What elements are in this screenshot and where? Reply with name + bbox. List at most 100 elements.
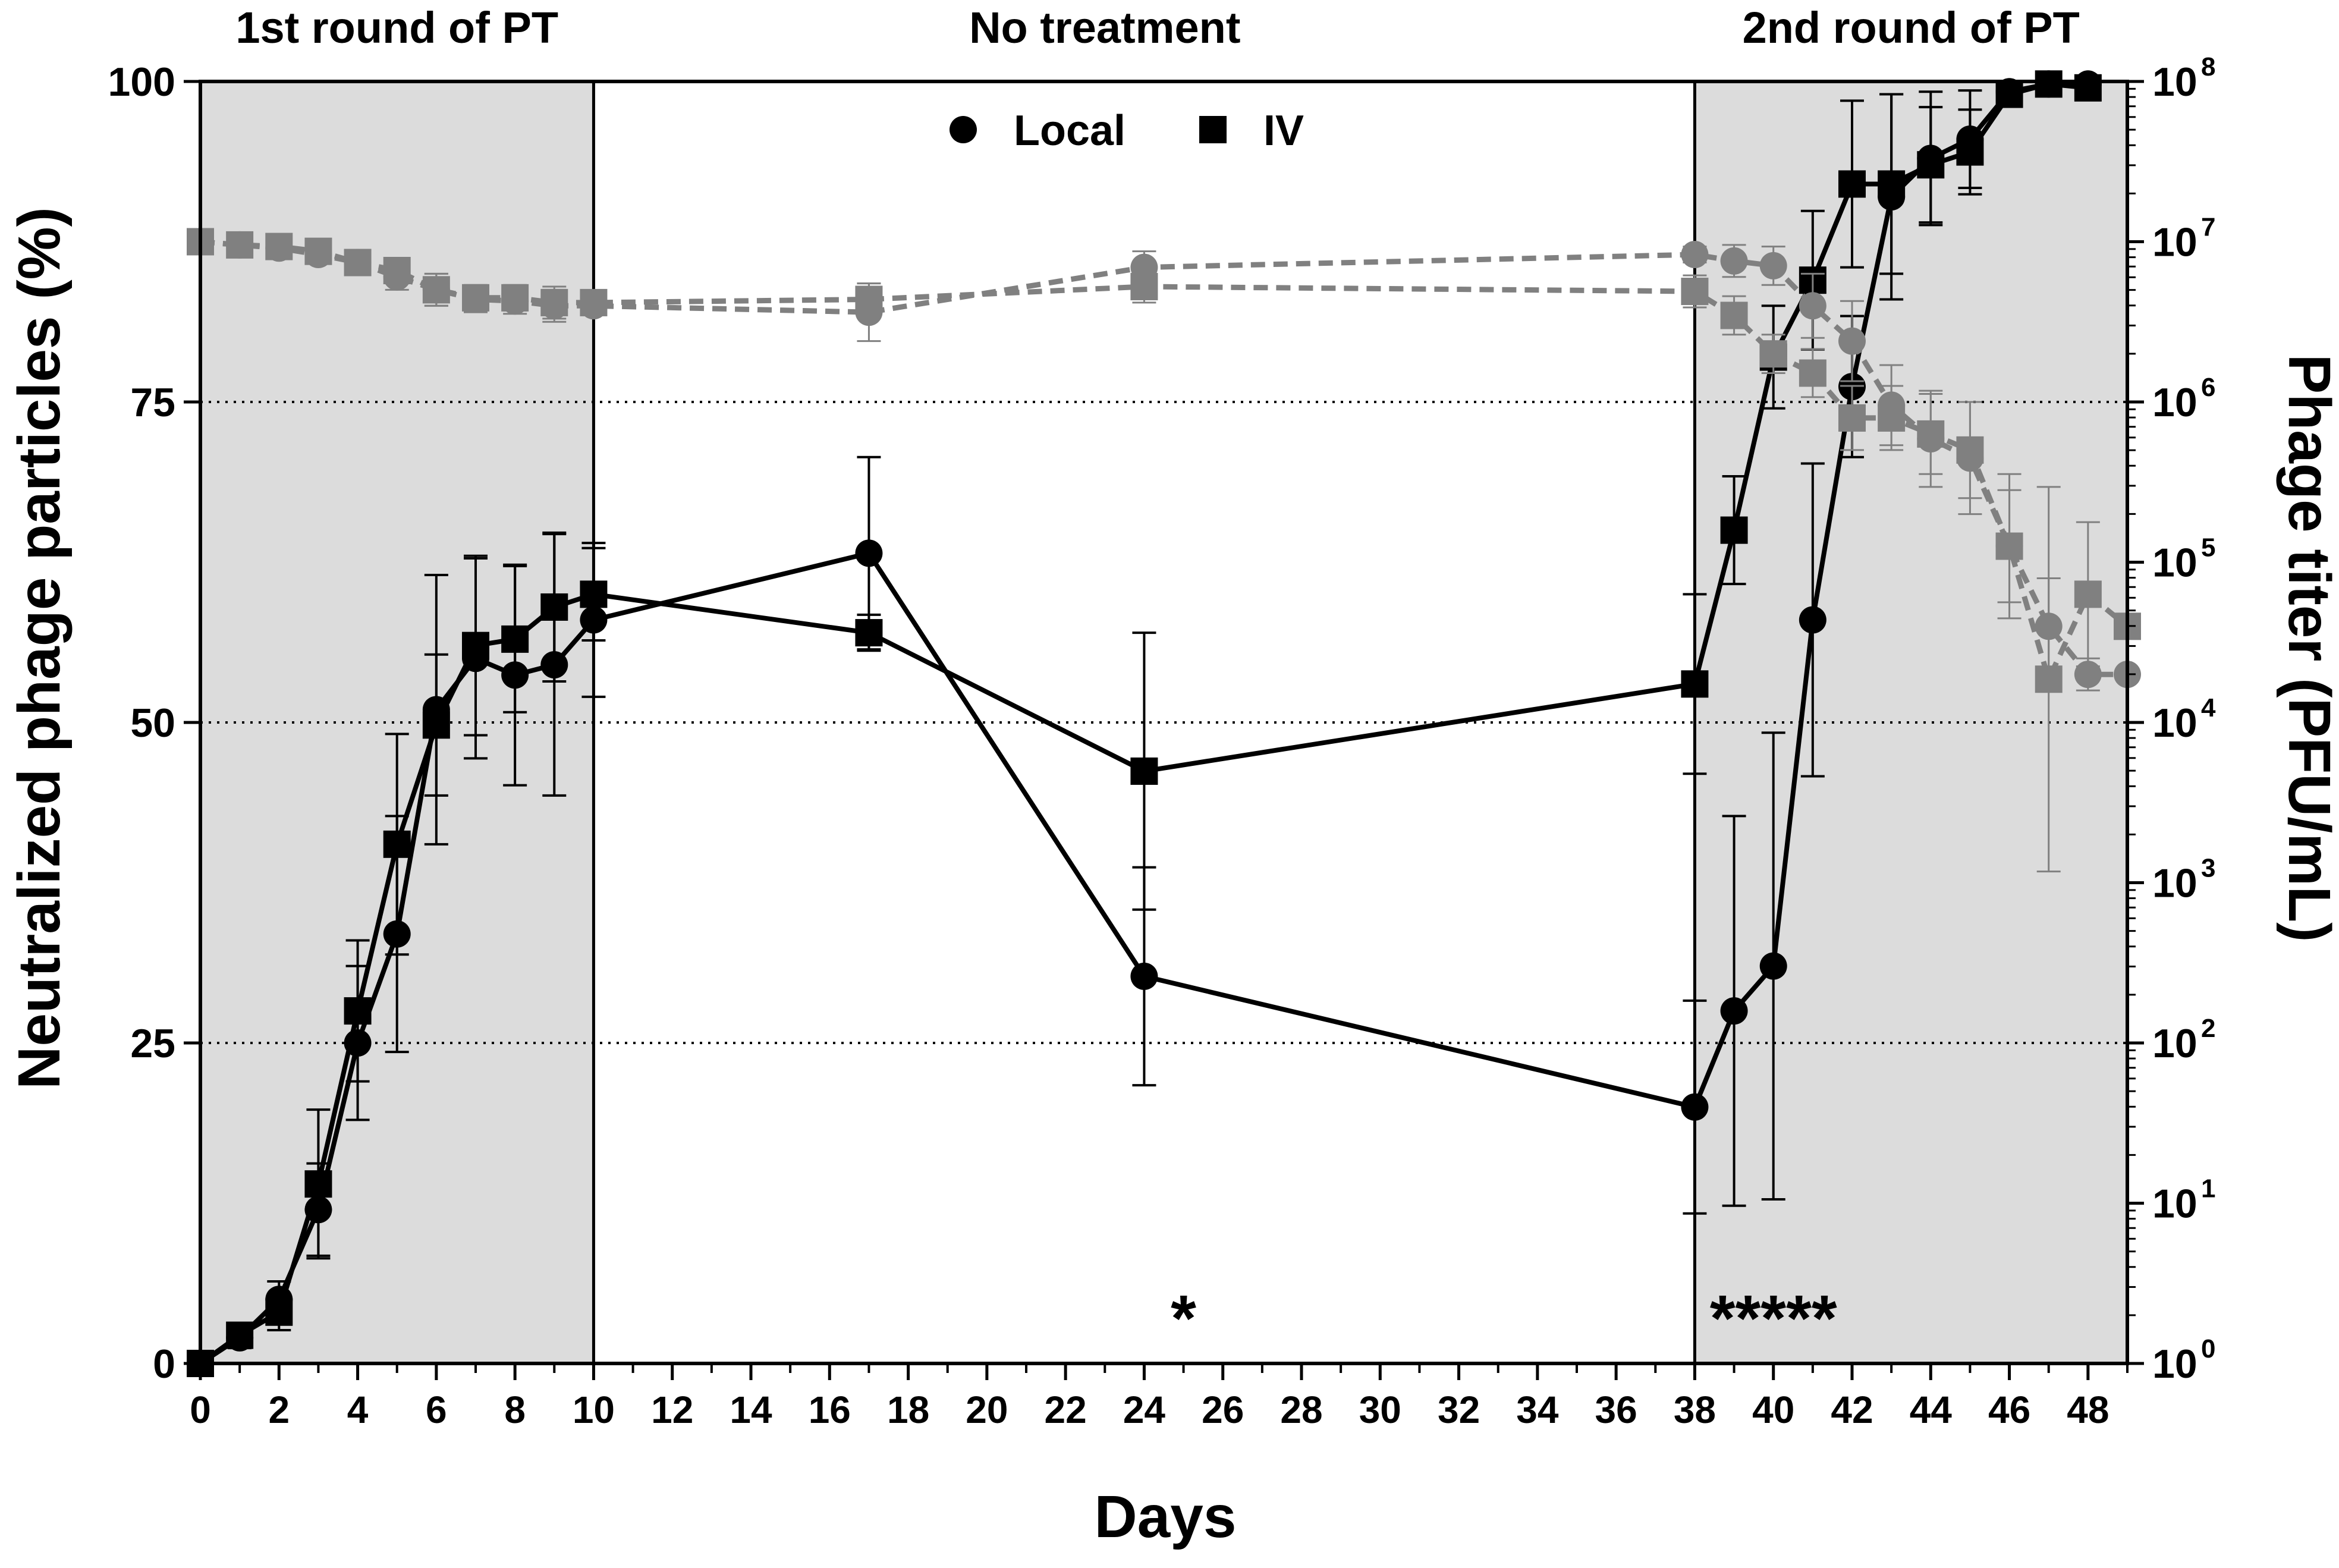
y-tick-label: 25 [130,1021,175,1066]
data-point-square [540,593,568,621]
data-point-circle [1681,1093,1709,1121]
x-tick-label: 0 [190,1388,211,1431]
y2-axis-title: Phage titer (PFU/mL) [2276,354,2339,942]
significance-marker: * [1171,1282,1196,1355]
data-point-square [580,580,608,608]
series-iv-titer [187,228,2141,873]
x-tick-label: 38 [1674,1388,1716,1431]
data-point-square [383,257,411,285]
data-point-square [1130,272,1158,300]
axes-layer [184,80,2144,1380]
x-tick-label: 10 [573,1388,615,1431]
data-point-square [422,276,450,304]
x-tick-label: 24 [1123,1388,1166,1431]
x-tick-label: 8 [504,1388,526,1431]
y2-tick-label-exponent: 3 [2201,854,2215,883]
y-tick-label: 0 [153,1341,175,1387]
y-tick-label: 100 [108,59,175,105]
y2-tick-label-exponent: 8 [2201,52,2215,81]
data-point-square [344,997,372,1025]
data-point-circle [2074,661,2102,689]
legend-marker-circle [950,116,977,143]
y2-tick-label-base: 10 [2152,380,2197,425]
x-tick-label: 16 [809,1388,851,1431]
legend: Local IV [950,107,1304,155]
x-tick-label: 48 [2067,1388,2109,1431]
data-point-square [580,288,608,316]
x-tick-label: 44 [1910,1388,1953,1431]
data-point-circle [1759,252,1787,279]
data-point-square [1995,532,2023,560]
phase-label: 2nd round of PT [1743,3,2080,52]
data-point-square [1917,151,1945,179]
background-layer [200,81,2127,1363]
data-point-square [304,1170,332,1198]
data-point-circle [1130,962,1158,990]
data-point-square [1956,436,1984,464]
data-point-square [2074,74,2102,102]
data-point-square [1720,301,1748,329]
data-point-square [226,231,254,259]
x-tick-label: 36 [1595,1388,1637,1431]
x-tick-label: 30 [1359,1388,1401,1431]
data-point-square [1956,138,1984,166]
y2-tick-label-base: 10 [2152,541,2197,586]
x-tick-label: 12 [651,1388,693,1431]
data-point-circle [1720,997,1748,1025]
data-point-square [855,285,883,313]
x-tick-label: 28 [1280,1388,1322,1431]
data-point-square [462,631,489,659]
x-tick-label: 14 [730,1388,772,1431]
data-point-square [2074,580,2102,608]
y2-tick-label-exponent: 7 [2201,213,2215,242]
x-tick-label: 18 [887,1388,929,1431]
labels-layer: Days Neutralized phage particles (%) Pha… [6,3,2339,1550]
x-tick-label: 6 [426,1388,447,1431]
data-point-square [1917,420,1945,448]
data-point-square [344,249,372,276]
data-point-square [1759,340,1787,368]
x-tick-label: 4 [347,1388,369,1431]
y2-tick-label-exponent: 6 [2201,373,2215,402]
x-tick-label: 32 [1438,1388,1480,1431]
data-point-square [1878,404,1906,432]
series-layer [187,70,2141,1377]
data-point-square [1838,170,1866,198]
data-point-square [1878,170,1906,198]
data-point-square [2035,70,2063,98]
y2-tick-label-exponent: 1 [2201,1174,2215,1204]
y2-tick-label-base: 10 [2152,220,2197,265]
y2-tick-label-base: 10 [2152,59,2197,105]
data-point-circle [1799,606,1826,634]
y2-tick-label-exponent: 2 [2201,1014,2215,1043]
series-iv [187,70,2102,1377]
y2-tick-label-exponent: 4 [2201,693,2216,722]
y2-tick-label-base: 10 [2152,1182,2197,1227]
legend-marker-square [1199,116,1227,143]
y2-tick-label-base: 10 [2152,861,2197,906]
data-point-square [422,711,450,739]
data-point-square [501,284,529,312]
data-point-circle [1720,247,1748,275]
data-point-square [1720,516,1748,544]
data-point-square [304,237,332,265]
data-point-circle [1759,952,1787,980]
x-tick-label: 26 [1202,1388,1244,1431]
x-tick-label: 34 [1516,1388,1559,1431]
y2-tick-label-exponent: 0 [2201,1334,2215,1363]
data-point-square [383,830,411,858]
data-point-square [2035,665,2063,693]
legend-label: Local [1014,107,1126,155]
y2-tick-label-base: 10 [2152,700,2197,746]
data-point-square [540,288,568,316]
y2-tick-label-base: 10 [2152,1021,2197,1066]
y2-tick-label-base: 10 [2152,1341,2197,1387]
x-axis-title: Days [1094,1484,1236,1550]
y-axis-title: Neutralized phage particles (%) [6,207,73,1089]
x-tick-label: 42 [1831,1388,1873,1431]
data-point-square [1799,359,1826,387]
significance-marker: ***** [1710,1282,1837,1355]
y2-tick-label-exponent: 5 [2201,533,2215,563]
data-point-square [501,625,529,653]
